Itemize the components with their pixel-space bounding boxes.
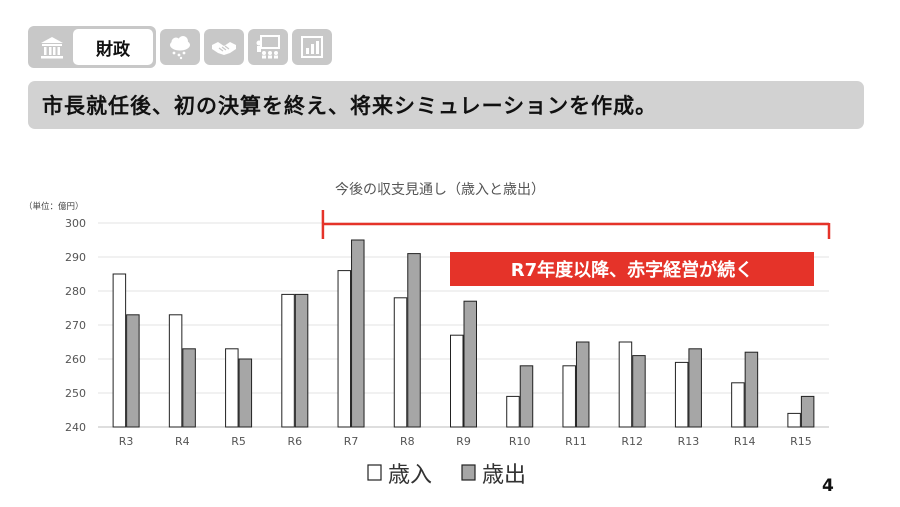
deficit-annotation-text: R7年度以降、赤字経営が続く	[511, 259, 753, 281]
x-tick-label: R6	[287, 435, 302, 448]
expense-bar-R5	[238, 358, 253, 428]
x-tick-label: R4	[175, 435, 190, 448]
income-bar-R13	[674, 361, 689, 428]
income-bar-R12	[618, 341, 633, 428]
expense-bar-R7	[351, 239, 365, 428]
expense-bar-R8	[407, 253, 421, 428]
income-bar-R3	[112, 273, 127, 428]
presentation-icon[interactable]	[248, 29, 288, 65]
income-bar-R4	[168, 314, 183, 428]
tab-finance-label: 財政	[73, 29, 153, 65]
headline-text: 市長就任後、初の決算を終え、将来シミュレーションを作成。	[42, 94, 658, 118]
x-tick-label: R10	[509, 435, 531, 448]
handshake-icon[interactable]	[204, 29, 244, 65]
income-bar-R5	[225, 348, 239, 428]
income-bar-R9	[450, 334, 464, 428]
rain-cloud-icon[interactable]	[160, 29, 200, 65]
expense-bar-R11	[575, 341, 590, 428]
bank-icon	[31, 29, 73, 65]
legend-swatch-income	[367, 464, 382, 481]
income-bar-R6	[281, 293, 295, 428]
income-bar-R10	[506, 395, 520, 428]
x-tick-label: R7	[344, 435, 359, 448]
y-tick-label: 260	[65, 353, 86, 366]
bar-chart-icon[interactable]	[292, 29, 332, 65]
y-tick-label: 240	[65, 421, 86, 434]
x-tick-label: R12	[621, 435, 643, 448]
y-tick-label: 280	[65, 285, 86, 298]
chart-title: 今後の収支見通し（歳入と歳出）	[335, 182, 545, 198]
expense-bar-R6	[294, 293, 309, 428]
category-tabbar: 財政	[28, 26, 332, 68]
expense-bar-R14	[744, 351, 759, 428]
x-tick-label: R15	[790, 435, 812, 448]
income-bar-R7	[337, 270, 352, 428]
headline-banner: 市長就任後、初の決算を終え、将来シミュレーションを作成。	[28, 81, 864, 129]
expense-bar-R15	[800, 395, 815, 428]
expense-bar-R12	[632, 355, 646, 428]
tab-finance[interactable]: 財政	[28, 26, 156, 68]
x-tick-label: R14	[734, 435, 756, 448]
y-tick-label: 290	[65, 251, 86, 264]
income-bar-R11	[562, 365, 576, 428]
x-tick-label: R11	[565, 435, 587, 448]
expense-bar-R4	[182, 348, 196, 428]
expense-bar-R10	[519, 365, 534, 428]
expense-bar-R3	[126, 314, 140, 428]
income-bar-R8	[393, 297, 408, 428]
x-tick-label: R8	[400, 435, 415, 448]
x-tick-label: R3	[119, 435, 134, 448]
x-tick-label: R9	[456, 435, 471, 448]
expense-bar-R9	[463, 300, 477, 428]
x-tick-label: R13	[678, 435, 700, 448]
legend-label-expense: 歳出	[482, 463, 526, 488]
y-tick-label: 300	[65, 217, 86, 230]
income-bar-R15	[787, 412, 801, 428]
x-tick-label: R5	[231, 435, 246, 448]
legend-swatch-expense	[461, 464, 476, 481]
unit-label: （単位：億円）	[24, 201, 84, 212]
y-tick-label: 250	[65, 387, 86, 400]
expense-bar-R13	[688, 348, 702, 428]
legend-label-income: 歳入	[388, 463, 432, 488]
page-number: 4	[822, 476, 834, 496]
deficit-annotation-box	[450, 252, 814, 286]
y-tick-label: 270	[65, 319, 86, 332]
income-bar-R14	[731, 382, 745, 428]
